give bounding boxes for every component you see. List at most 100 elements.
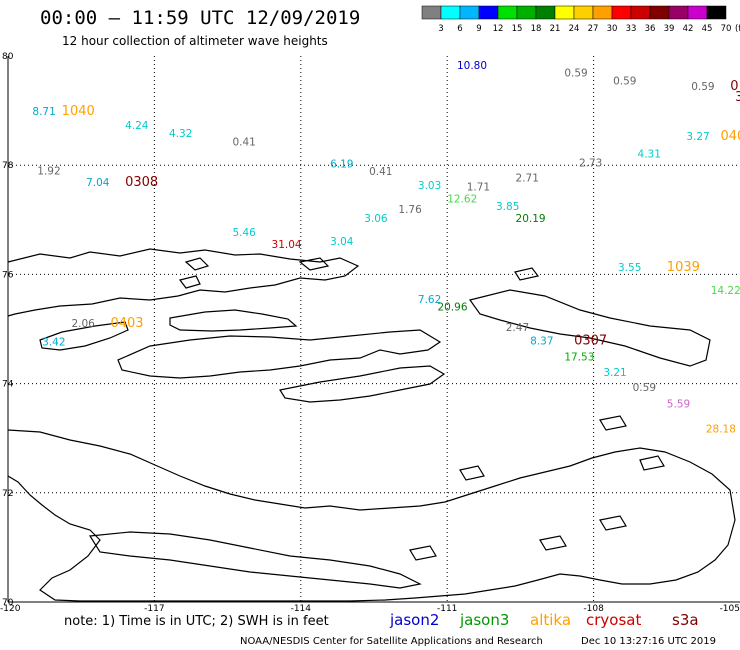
pass-time-label: 0402 xyxy=(720,129,740,144)
legend-label: 24 xyxy=(569,24,580,34)
wave-height-value: 17.53 xyxy=(564,352,594,364)
longitude-label: -117 xyxy=(144,604,164,614)
wave-height-value: 1.76 xyxy=(398,204,422,216)
latitude-label: 70 xyxy=(2,598,14,608)
wave-height-value: 3.03 xyxy=(418,180,441,192)
wave-height-value: 1.92 xyxy=(37,165,60,177)
legend-swatch xyxy=(611,5,632,20)
coastline-north-island xyxy=(7,248,360,317)
latitude-label: 74 xyxy=(2,380,14,390)
wave-height-value: 3.06 xyxy=(364,213,388,225)
wave-height-value: 2.47 xyxy=(506,322,529,334)
wave-height-value: 3.27 xyxy=(686,131,709,143)
wave-height-value: 7.62 xyxy=(418,294,441,306)
wave-height-value: 0.41 xyxy=(369,166,392,178)
legend-swatch xyxy=(459,5,480,20)
satellite-name: s3a xyxy=(672,611,699,629)
legend-label: 3 xyxy=(438,24,443,34)
pass-time-label: 1039 xyxy=(667,260,700,275)
legend-swatch xyxy=(687,5,708,20)
legend-unit: (ft) xyxy=(735,24,740,34)
wave-height-value: 7.04 xyxy=(86,177,110,189)
latitude-label: 78 xyxy=(2,161,14,171)
latitude-label: 72 xyxy=(2,489,13,499)
coastline-mainland xyxy=(7,429,736,602)
latitude-label: 80 xyxy=(2,52,14,62)
legend-label: 9 xyxy=(476,24,481,34)
pass-time-label: 012 xyxy=(730,79,740,94)
satellite-legend: jason2 jason3 altika cryosat s3a xyxy=(389,611,699,629)
pass-time-label: 0307 xyxy=(574,333,607,348)
graticule xyxy=(8,56,740,602)
satellite-name: jason3 xyxy=(459,611,509,629)
wave-height-value: 1.71 xyxy=(467,181,490,193)
wave-height-value: 3.55 xyxy=(618,262,641,274)
map-frame xyxy=(7,56,740,603)
legend-label: 15 xyxy=(512,24,523,34)
footer-credit: NOAA/NESDIS Center for Satellite Applica… xyxy=(240,636,543,647)
legend-label: 18 xyxy=(531,24,542,34)
footer-timestamp: Dec 10 13:27:16 UTC 2019 xyxy=(581,636,716,647)
legend-swatch xyxy=(668,5,689,20)
coastline-small-islands xyxy=(178,257,665,561)
footer-note: note: 1) Time is in UTC; 2) SWH is in fe… xyxy=(64,614,329,629)
legend-label: 30 xyxy=(607,24,618,34)
coastline-east-island xyxy=(468,289,711,367)
wave-height-value: 12.62 xyxy=(447,193,477,205)
wave-height-value: 8.71 xyxy=(32,106,55,118)
wave-height-value: 0.59 xyxy=(691,81,714,93)
coastline-inner-island xyxy=(279,365,446,403)
legend-label: 39 xyxy=(664,24,675,34)
legend-swatch xyxy=(497,5,518,20)
pass-time-label: 3 xyxy=(735,90,740,105)
coastline-central-island xyxy=(169,309,298,332)
legend-label: 70 xyxy=(721,24,732,34)
legend-swatch xyxy=(592,5,613,20)
legend-swatch xyxy=(516,5,537,20)
wave-height-value: 2.71 xyxy=(516,173,539,185)
legend-label: 6 xyxy=(457,24,462,34)
wave-height-value: 14.22 xyxy=(711,285,740,297)
legend-label: 12 xyxy=(493,24,504,34)
wave-height-value: 0.59 xyxy=(613,75,636,87)
pass-time-label: 0403 xyxy=(110,316,143,331)
satellite-name: jason2 xyxy=(389,611,439,629)
satellite-name: cryosat xyxy=(586,611,641,629)
wave-height-value: 2.06 xyxy=(71,318,95,330)
legend-swatch xyxy=(630,5,651,20)
legend-swatch xyxy=(649,5,670,20)
wave-height-value: 31.04 xyxy=(272,239,302,251)
legend-label: 36 xyxy=(645,24,656,34)
pass-time-labels: 1040 0308 0402 1039 0403 0307 0123 xyxy=(62,79,740,348)
wave-height-value: 28.18 xyxy=(706,424,736,436)
coastlines xyxy=(7,248,736,602)
legend-label: 42 xyxy=(683,24,694,34)
wave-height-value: 10.80 xyxy=(457,60,487,72)
wave-height-value: 0.41 xyxy=(232,137,255,149)
wave-height-value: 4.32 xyxy=(169,128,192,140)
longitude-label: -108 xyxy=(583,604,604,614)
legend-swatch xyxy=(535,5,556,20)
legend-swatch xyxy=(554,5,575,20)
satellite-name: altika xyxy=(530,611,571,629)
wave-height-value: 5.59 xyxy=(667,399,690,411)
coastline-south-central-island xyxy=(117,329,442,379)
longitude-label: -114 xyxy=(291,604,312,614)
wave-height-value: 0.59 xyxy=(564,68,587,80)
wave-height-value: 8.37 xyxy=(530,335,553,347)
legend-swatch xyxy=(440,5,461,20)
legend-label: 21 xyxy=(550,24,561,34)
wave-height-value: 3.42 xyxy=(42,336,65,348)
wave-height-value: 20.19 xyxy=(516,213,546,225)
wave-height-value: 20.96 xyxy=(437,301,467,313)
pass-time-label: 0308 xyxy=(125,175,158,190)
legend-swatch xyxy=(478,5,499,20)
legend-swatch xyxy=(706,5,727,20)
legend-label: 27 xyxy=(588,24,599,34)
wave-height-value: 3.04 xyxy=(330,236,354,248)
map-subtitle: 12 hour collection of altimeter wave hei… xyxy=(62,34,328,48)
axis-labels: 80 78 76 74 72 70-120 -117 -114 -111 -108 -105 xyxy=(0,52,740,614)
pass-time-label: 1040 xyxy=(62,104,95,119)
